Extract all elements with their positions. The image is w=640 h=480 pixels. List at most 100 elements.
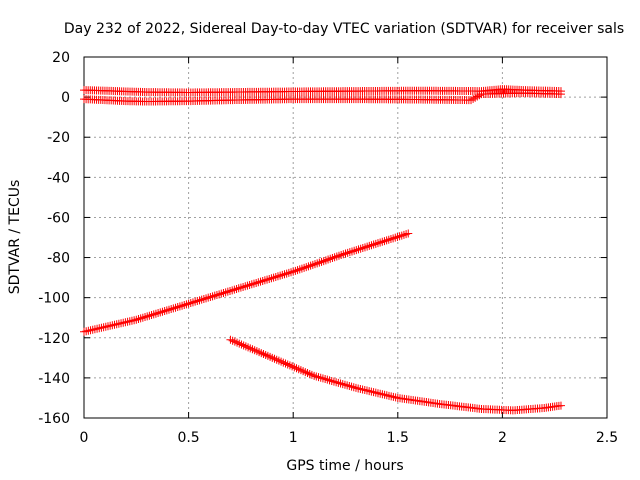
data-point <box>373 389 382 398</box>
data-point <box>197 295 206 304</box>
x-tick-label: 1.5 <box>387 430 409 446</box>
data-point <box>263 275 272 284</box>
data-point <box>329 377 338 386</box>
x-axis-label: GPS time / hours <box>286 458 403 474</box>
data-point <box>318 374 327 383</box>
data-point <box>402 230 411 239</box>
data-point <box>114 319 123 328</box>
data-point <box>202 294 211 303</box>
data-point <box>467 96 476 105</box>
data-point <box>260 276 269 285</box>
data-point <box>360 243 369 252</box>
data-point <box>384 235 393 244</box>
data-point <box>273 272 282 281</box>
y-tick-label: -100 <box>38 291 70 307</box>
data-point <box>90 325 99 334</box>
data-point <box>362 386 371 395</box>
data-point <box>323 375 332 384</box>
data-point <box>350 246 359 255</box>
data-point <box>239 282 248 291</box>
data-point <box>219 288 228 297</box>
data-point <box>138 313 147 322</box>
data-point <box>340 380 349 389</box>
data-point <box>134 315 143 324</box>
data-point <box>156 308 165 317</box>
data-point <box>365 387 374 396</box>
data-point <box>149 310 158 319</box>
y-tick-label: -60 <box>47 210 70 226</box>
data-point <box>271 272 280 281</box>
data-point <box>278 270 287 279</box>
data-point <box>136 314 145 323</box>
x-tick-label: 2 <box>498 430 507 446</box>
data-point <box>215 290 224 299</box>
data-point <box>204 293 213 302</box>
data-point <box>324 255 333 264</box>
data-point <box>334 251 343 260</box>
data-point <box>132 315 141 324</box>
data-point <box>319 257 328 266</box>
data-point <box>367 241 376 250</box>
data-point <box>221 288 230 297</box>
data-point <box>321 256 330 265</box>
data-point <box>223 287 232 296</box>
data-point <box>280 270 289 279</box>
data-point <box>395 232 404 241</box>
data-point <box>325 376 334 385</box>
data-point <box>378 390 387 399</box>
data-point <box>125 317 134 326</box>
data-point <box>93 324 102 333</box>
data-point <box>399 230 408 239</box>
data-point <box>232 284 241 293</box>
data-point <box>193 297 202 306</box>
data-point <box>373 239 382 248</box>
data-point <box>367 387 376 396</box>
x-tick-label: 1 <box>289 430 298 446</box>
data-point <box>300 263 309 272</box>
data-point <box>382 236 391 245</box>
data-point <box>356 244 365 253</box>
data-point <box>130 316 139 325</box>
series-2 <box>80 89 565 106</box>
data-point <box>127 316 136 325</box>
data-point <box>245 280 254 289</box>
data-point <box>162 306 171 315</box>
data-point <box>147 311 156 320</box>
data-point <box>154 309 163 318</box>
data-point <box>363 242 372 251</box>
data-point <box>106 321 115 330</box>
data-point <box>365 241 374 250</box>
data-point <box>356 384 365 393</box>
data-point <box>249 279 258 288</box>
data-point <box>304 262 313 271</box>
data-point <box>256 277 265 286</box>
grid-lines <box>84 57 607 418</box>
data-point <box>247 280 256 289</box>
data-point <box>345 382 354 391</box>
data-point <box>293 266 302 275</box>
y-tick-label: -160 <box>38 411 70 427</box>
data-point <box>386 235 395 244</box>
data-point <box>471 93 480 102</box>
data-point <box>184 299 193 308</box>
data-point <box>297 264 306 273</box>
data-point <box>371 239 380 248</box>
data-point <box>282 269 291 278</box>
data-point <box>360 386 369 395</box>
data-point <box>338 380 347 389</box>
data-point <box>328 254 337 263</box>
data-point <box>80 327 88 336</box>
data-point <box>208 292 217 301</box>
data-point <box>337 251 346 260</box>
data-point <box>341 249 350 258</box>
data-point <box>302 263 311 272</box>
data-point <box>354 384 363 393</box>
data-point <box>391 393 400 402</box>
series-4 <box>226 335 565 415</box>
data-point <box>110 320 119 329</box>
data-point <box>349 383 358 392</box>
data-point <box>160 307 169 316</box>
data-point <box>123 317 132 326</box>
data-point <box>393 232 402 241</box>
